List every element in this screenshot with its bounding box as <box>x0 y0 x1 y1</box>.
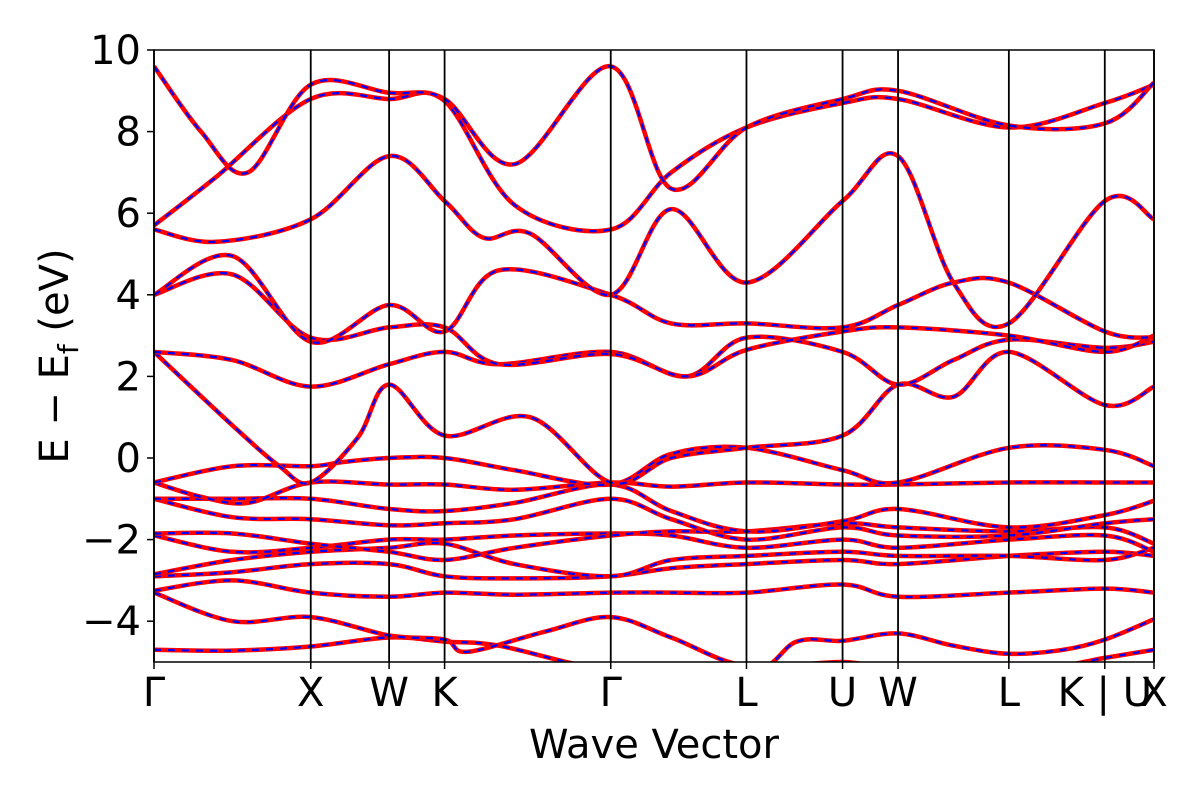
band-line-red-12 <box>154 334 1154 389</box>
y-tick-label-3: 2 <box>116 354 141 400</box>
x-tick-label-6: U <box>828 670 857 716</box>
x-tick-label-9: K | U <box>1058 670 1152 716</box>
band-line-blue-7 <box>154 497 1154 541</box>
y-tick-label-6: 8 <box>116 110 141 156</box>
y-axis-title: E − Ef (eV) <box>32 248 85 463</box>
band-line-blue-14 <box>154 253 1154 344</box>
band-line-blue-8 <box>154 483 1154 533</box>
x-tick-label-4: Γ <box>600 670 623 716</box>
band-line-red-15 <box>154 151 1154 330</box>
band-line-blue-0 <box>154 618 1154 662</box>
band-line-red-11 <box>154 349 1154 486</box>
band-line-blue-15 <box>154 152 1154 329</box>
x-tick-label-1: X <box>297 670 324 716</box>
band-line-blue-4 <box>154 541 1154 578</box>
y-axis: −4 −2 0 2 4 6 8 10 <box>82 28 154 645</box>
x-tick-label-2: W <box>369 670 409 716</box>
y-tick-label-7: 10 <box>90 28 141 74</box>
y-tick-label-0: −4 <box>82 599 141 645</box>
band-line-red-0 <box>154 617 1154 662</box>
x-tick-label-7: W <box>878 670 918 716</box>
x-tick-label-10: X <box>1140 670 1167 716</box>
plot-frame <box>153 49 1155 663</box>
y-axis-title-tail: (eV) <box>32 248 78 344</box>
bands-layer <box>154 64 1154 662</box>
y-axis-title-main: E − E <box>32 354 78 464</box>
y-tick-label-4: 4 <box>116 273 141 319</box>
x-tick-label-5: L <box>735 670 758 716</box>
y-tick-label-2: 0 <box>116 436 141 482</box>
band-line-red-14 <box>154 252 1154 345</box>
band-line-red-16 <box>154 82 1154 234</box>
y-tick-label-5: 6 <box>116 191 141 237</box>
band-line-red-2 <box>154 578 1154 600</box>
band-line-blue-10 <box>154 444 1154 486</box>
y-axis-title-sub: f <box>52 343 85 354</box>
band-line-blue-12 <box>154 335 1154 388</box>
x-tick-label-3: K <box>431 670 459 716</box>
y-tick-label-1: −2 <box>82 518 141 564</box>
band-line-red-8 <box>154 482 1154 534</box>
x-tick-label-0: Γ <box>143 670 166 716</box>
x-axis-title: Wave Vector <box>529 722 780 768</box>
band-line-red-6 <box>154 520 1154 563</box>
x-tick-label-8: L <box>998 670 1021 716</box>
